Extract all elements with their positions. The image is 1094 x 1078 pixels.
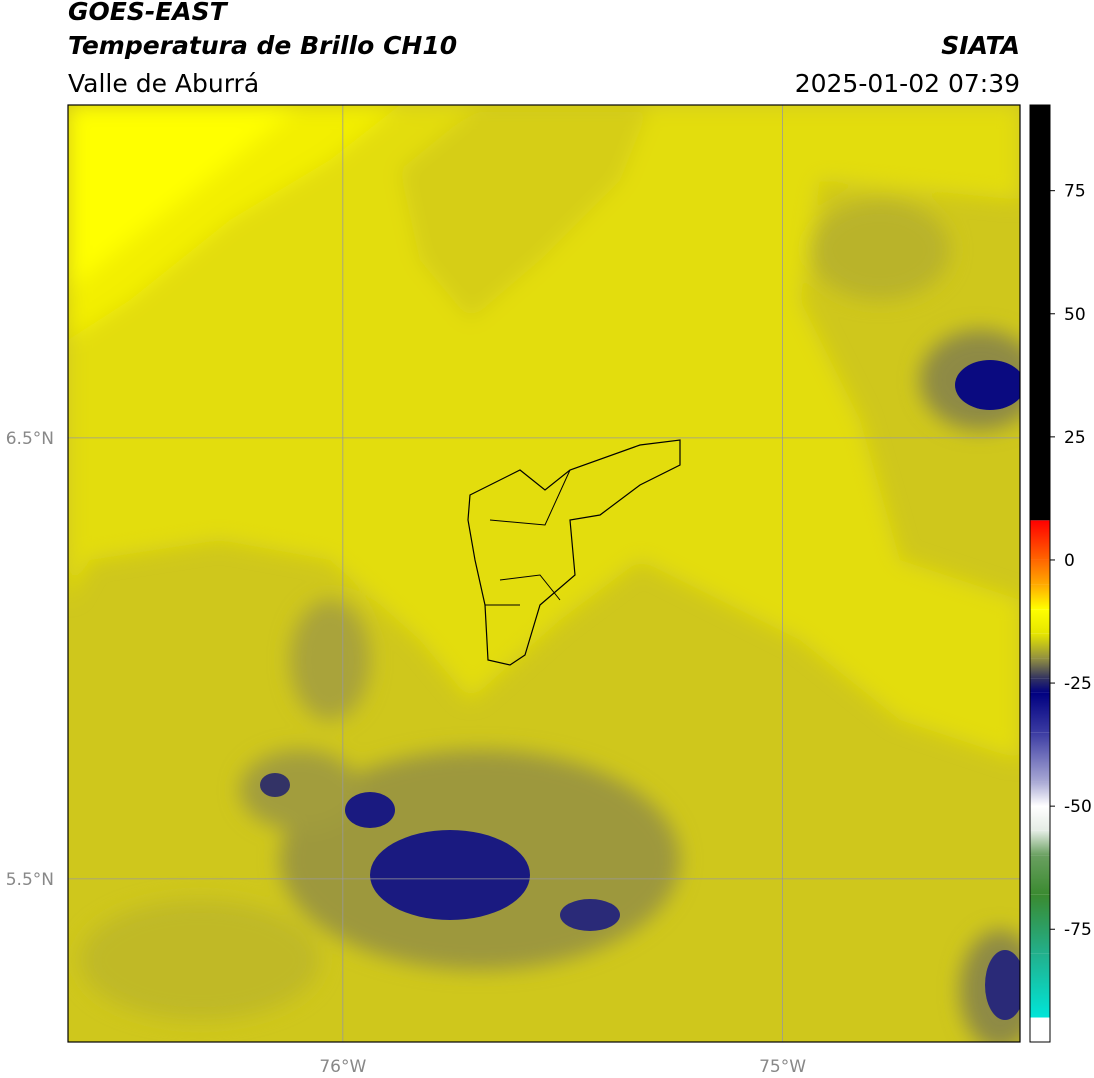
map-field bbox=[68, 105, 1020, 1042]
colorbar-segment bbox=[1030, 692, 1050, 733]
colorbar-segment bbox=[1030, 830, 1050, 856]
source: SIATA bbox=[941, 31, 1020, 60]
colorbar-segment bbox=[1030, 732, 1050, 782]
colorbar-segment bbox=[1030, 894, 1050, 954]
colorbar-segment bbox=[1030, 781, 1050, 807]
colorbar-segment bbox=[1030, 806, 1050, 831]
title: GOES-EAST bbox=[68, 0, 229, 26]
colorbar-segment bbox=[1030, 678, 1050, 693]
subtitle: Temperatura de Brillo CH10 bbox=[68, 31, 457, 60]
colorbar-segment bbox=[1030, 609, 1050, 634]
colorbar-segment bbox=[1030, 559, 1050, 585]
region: Valle de Aburrá bbox=[68, 69, 259, 98]
colorbar-tick-label: 50 bbox=[1064, 305, 1086, 325]
datetime: 2025-01-02 07:39 bbox=[795, 69, 1020, 98]
colorbar-segment bbox=[1030, 953, 1050, 1018]
colorbar-segment bbox=[1030, 105, 1050, 521]
colorbar-segment bbox=[1030, 633, 1050, 659]
colorbar-frame bbox=[1029, 104, 1051, 1043]
colorbar-tick-label: -25 bbox=[1064, 674, 1092, 694]
x-tick-label: 76°W bbox=[319, 1057, 366, 1077]
y-tick-label: 6.5°N bbox=[6, 429, 54, 449]
x-tick-label: 75°W bbox=[759, 1057, 806, 1077]
colorbar-tick-label: 25 bbox=[1064, 428, 1086, 448]
colorbar-segment bbox=[1030, 584, 1050, 610]
map-frame bbox=[67, 104, 1021, 1043]
y-tick-label: 5.5°N bbox=[6, 870, 54, 890]
colorbar-tick-label: -75 bbox=[1064, 920, 1092, 940]
colorbar-segment bbox=[1030, 520, 1050, 560]
colorbar-tick-label: 75 bbox=[1064, 182, 1086, 202]
colorbar-segment bbox=[1030, 658, 1050, 679]
colorbar-segment bbox=[1030, 855, 1050, 895]
colorbar-tick-label: -50 bbox=[1064, 797, 1092, 817]
grid bbox=[68, 105, 1020, 1042]
colorbar bbox=[1030, 105, 1055, 1042]
colorbar-segment bbox=[1030, 1017, 1050, 1018]
colorbar-segment bbox=[1030, 520, 1050, 521]
colorbar-segment bbox=[1030, 1017, 1050, 1042]
colorbar-tick-label: 0 bbox=[1064, 551, 1075, 571]
